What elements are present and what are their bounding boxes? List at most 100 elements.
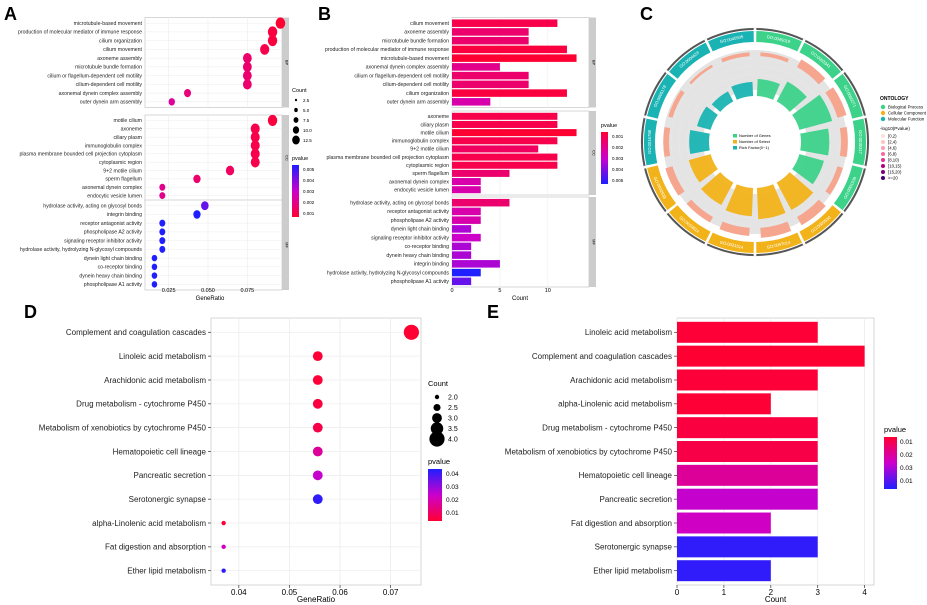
- pvalue-legend-label: [10,15): [888, 164, 902, 169]
- y-tick-label: Metabolism of xenobiotics by cytochrome …: [39, 423, 207, 432]
- gene-count-bar: [825, 87, 847, 118]
- go-term-band: [756, 232, 802, 253]
- dot-point: [250, 131, 260, 143]
- selected-gene-bar: [776, 81, 807, 112]
- size-legend-title: Count: [292, 88, 307, 94]
- x-axis-title: Count: [765, 595, 787, 604]
- bar: [452, 251, 472, 259]
- outer-tick-ring: [843, 71, 866, 116]
- pvalue-legend-dot: [881, 176, 885, 180]
- y-tick-label: Pancreatic secretion: [134, 471, 206, 480]
- ontology-legend-label: Cellular Component: [888, 111, 927, 116]
- dot-point: [221, 520, 226, 526]
- bar: [452, 161, 558, 169]
- color-legend-label: 0.04: [446, 471, 459, 478]
- pvalue-legend-title: -log10(Pvalue): [880, 126, 910, 131]
- dot-point: [242, 79, 252, 90]
- y-tick-label: phospholipase A1 activity: [391, 279, 450, 285]
- color-legend-bar: [292, 165, 299, 217]
- size-legend-dot: [429, 431, 445, 447]
- facet-strip: [589, 197, 596, 287]
- y-tick-label: microtubule bundle formation: [382, 38, 449, 44]
- y-tick-label: phospholipase A2 activity: [84, 230, 143, 236]
- facet-strip-label: BP: [592, 60, 597, 66]
- x-tick-label: 0.06: [332, 588, 348, 597]
- pvalue-legend-dot: [881, 140, 885, 144]
- selected-gene-bar: [756, 184, 786, 220]
- color-legend-label: 0.03: [900, 465, 913, 472]
- facet-strip: [282, 17, 289, 108]
- bar: [452, 98, 491, 106]
- bar: [452, 129, 577, 137]
- outer-tick-ring: [756, 243, 804, 256]
- dot-point: [403, 324, 419, 340]
- y-tick-label: cilium organization: [99, 38, 142, 44]
- x-tick-label: 1: [722, 588, 727, 597]
- y-tick-label: immunoglobulin complex: [392, 139, 449, 145]
- y-tick-label: cytoplasmic region: [406, 163, 449, 169]
- panel-label-a: A: [4, 4, 17, 24]
- y-tick-label: hydrolase activity, acting on glycosyl b…: [43, 203, 142, 209]
- color-legend-bar: [884, 437, 897, 489]
- color-legend-bar: [428, 469, 442, 521]
- y-tick-label: phospholipase A2 activity: [391, 218, 450, 224]
- selected-gene-bar: [701, 172, 734, 206]
- bar: [452, 207, 481, 216]
- y-tick-label: Complement and coagulation cascades: [532, 352, 672, 361]
- y-tick-label: Drug metabolism - cytochrome P450: [542, 423, 672, 432]
- dot-point: [159, 237, 166, 245]
- selected-gene-bar: [756, 79, 780, 100]
- dot-point: [159, 219, 166, 227]
- facet-strip-label: BP: [285, 60, 290, 66]
- pvalue-legend-dot: [881, 146, 885, 150]
- go-term-band: [708, 31, 754, 52]
- bar: [677, 393, 771, 415]
- y-tick-label: motile cilium: [420, 130, 449, 136]
- y-tick-label: co-receptor binding: [98, 265, 143, 271]
- y-tick-label: Fat digestion and absorption: [571, 519, 672, 528]
- color-legend-title: pvalue: [601, 123, 617, 129]
- x-tick-label: 2: [769, 588, 774, 597]
- chart-b-go-barplot: BP cilium movement axoneme assembly microtu…: [325, 17, 624, 302]
- dot-point: [159, 192, 166, 200]
- bar: [677, 560, 771, 582]
- bar: [452, 216, 481, 224]
- dot-point: [151, 263, 158, 271]
- y-tick-label: sperm flagellum: [412, 171, 449, 177]
- color-legend-label: 0.001: [303, 211, 315, 216]
- outer-tick-ring: [706, 28, 754, 41]
- dot-point: [159, 183, 166, 191]
- x-axis-title: Count: [512, 296, 528, 302]
- y-tick-label: axonemal dynein complex assembly: [59, 91, 143, 97]
- pvalue-legend-label: [4,6): [888, 146, 897, 151]
- gene-count-bar: [839, 126, 848, 158]
- dot-point: [312, 446, 323, 457]
- bar: [452, 145, 539, 153]
- ontology-legend-dot: [880, 110, 886, 116]
- y-tick-label: hydrolase activity, acting on glycosyl b…: [350, 200, 449, 206]
- bar: [452, 268, 481, 277]
- selected-gene-bar: [725, 184, 754, 217]
- y-tick-label: endocytic vesicle lumen: [87, 193, 142, 199]
- dot-point: [201, 201, 209, 211]
- color-legend-label: 0.01: [900, 478, 913, 485]
- outer-tick-ring: [641, 117, 646, 167]
- dot-point: [312, 375, 323, 385]
- bar: [452, 178, 481, 186]
- dot-point: [250, 148, 260, 160]
- dot-point: [267, 35, 278, 47]
- bar: [452, 186, 481, 194]
- size-legend-label: 3.0: [448, 416, 458, 423]
- facet-frame: [144, 114, 283, 202]
- chart-c-circular-go: GO:0045019GO:0003341GO:0060271GO:0030317…: [640, 27, 927, 257]
- y-tick-label: microtubule-based movement: [74, 21, 143, 27]
- y-tick-label: axonemal dynein complex: [389, 179, 449, 185]
- y-tick-label: hydrolase activity, hydrolyzing N-glycos…: [20, 247, 143, 253]
- y-tick-label: outer dynein arm assembly: [80, 100, 143, 106]
- x-tick-label: 0.05: [282, 588, 298, 597]
- chart-e-kegg-barplot: Linoleic acid metabolism Complement and c…: [505, 317, 913, 604]
- bar: [452, 45, 567, 54]
- dot-point: [184, 88, 192, 98]
- bar: [677, 488, 818, 510]
